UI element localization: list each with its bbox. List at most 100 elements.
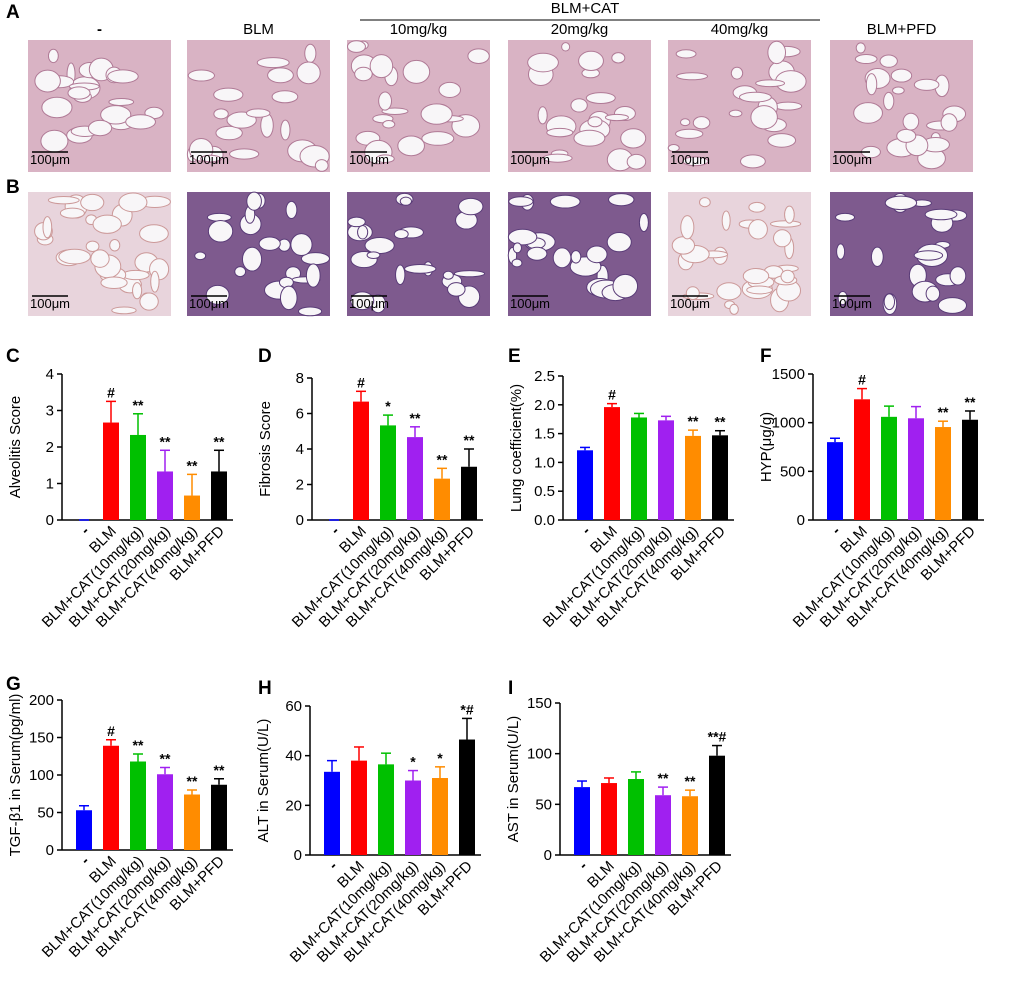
- airspace: [620, 128, 647, 149]
- significance-label: **#: [708, 729, 727, 745]
- airspace: [40, 129, 69, 153]
- airspace: [213, 87, 244, 102]
- airspace: [438, 81, 461, 98]
- histology-image: 100μm: [507, 192, 651, 316]
- panel-label: E: [508, 346, 521, 367]
- scale-label: 100μm: [189, 296, 229, 311]
- significance-label: **: [187, 773, 198, 789]
- airspace: [769, 220, 802, 228]
- airspace: [347, 216, 366, 228]
- significance-label: **: [938, 404, 949, 420]
- airspace: [267, 67, 294, 84]
- y-tick-label: 0: [294, 847, 302, 864]
- bar: [407, 437, 423, 520]
- airspace: [393, 229, 409, 240]
- airspace: [67, 86, 91, 100]
- airspace: [366, 251, 381, 259]
- bar: [682, 796, 698, 855]
- bar: [351, 760, 367, 855]
- panel-label: C: [6, 346, 20, 367]
- significance-label: **: [160, 751, 171, 767]
- airspace: [205, 284, 230, 305]
- airspace: [508, 196, 534, 207]
- airspace: [139, 224, 169, 243]
- y-tick-label: 0: [797, 512, 805, 529]
- airspace: [121, 269, 150, 281]
- bar: [432, 778, 448, 855]
- significance-label: #: [107, 723, 115, 739]
- scale-label: 100μm: [349, 296, 389, 311]
- airspace: [855, 42, 866, 54]
- airspace: [305, 263, 321, 288]
- airspace: [608, 193, 635, 207]
- airspace: [207, 219, 234, 243]
- histology-image: 100μm: [28, 40, 171, 172]
- airspace: [612, 273, 639, 299]
- airspace: [187, 69, 215, 82]
- airspace: [913, 250, 944, 261]
- airspace: [738, 91, 772, 103]
- y-tick-label: 200: [29, 692, 54, 709]
- y-tick-label: 40: [285, 748, 302, 765]
- y-tick-label: 6: [296, 406, 304, 423]
- column-header: -: [97, 21, 102, 38]
- airspace: [746, 285, 773, 295]
- bar: [881, 416, 897, 520]
- significance-label: **: [437, 451, 448, 467]
- airspace: [611, 52, 626, 64]
- bar: [577, 450, 593, 520]
- airspace: [836, 243, 846, 260]
- column-header: 40mg/kg: [711, 21, 769, 38]
- airspace: [512, 242, 522, 254]
- airspace: [742, 267, 770, 285]
- bar: [962, 419, 978, 520]
- bar: [184, 495, 200, 520]
- airspace: [780, 269, 795, 284]
- y-axis-label: AST in Serum(U/L): [505, 716, 522, 842]
- airspace: [92, 214, 122, 234]
- airspace: [194, 251, 207, 261]
- y-tick-label: 8: [296, 370, 304, 387]
- airspace: [296, 61, 321, 85]
- airspace: [527, 52, 559, 73]
- bar: [709, 755, 725, 855]
- significance-label: **: [187, 457, 198, 473]
- significance-label: **: [214, 762, 225, 778]
- airspace: [537, 106, 548, 125]
- airspace: [773, 229, 792, 248]
- airspace: [111, 306, 137, 315]
- bar: [353, 401, 369, 520]
- airspace: [453, 270, 486, 278]
- significance-label: #: [608, 387, 616, 403]
- bar: [211, 471, 227, 520]
- airspace: [59, 207, 85, 219]
- airspace: [347, 40, 366, 53]
- airspace: [85, 240, 100, 253]
- bar: [130, 761, 146, 850]
- x-tick-label: -: [578, 523, 594, 539]
- y-tick-label: 4: [46, 366, 54, 383]
- bar: [827, 442, 843, 520]
- airspace: [58, 248, 91, 265]
- group-label: BLM+CAT: [551, 0, 620, 17]
- y-axis-label: Alveolitis Score: [7, 396, 24, 499]
- bar: [378, 764, 394, 855]
- airspace: [213, 108, 229, 120]
- y-tick-label: 2.5: [534, 368, 555, 385]
- airspace: [285, 200, 298, 219]
- airspace: [883, 91, 895, 111]
- airspace: [229, 148, 260, 160]
- x-tick-label: -: [77, 523, 93, 539]
- y-tick-label: 3: [46, 403, 54, 420]
- airspace: [546, 127, 574, 138]
- bar: [211, 784, 227, 850]
- panel-label: F: [760, 346, 772, 367]
- y-tick-label: 1.0: [534, 454, 555, 471]
- airspace: [748, 219, 768, 240]
- airspace: [853, 102, 883, 124]
- airspace: [573, 129, 606, 147]
- airspace: [200, 154, 222, 163]
- x-tick-label: -: [327, 523, 343, 539]
- y-tick-label: 500: [780, 463, 805, 480]
- airspace: [109, 239, 121, 252]
